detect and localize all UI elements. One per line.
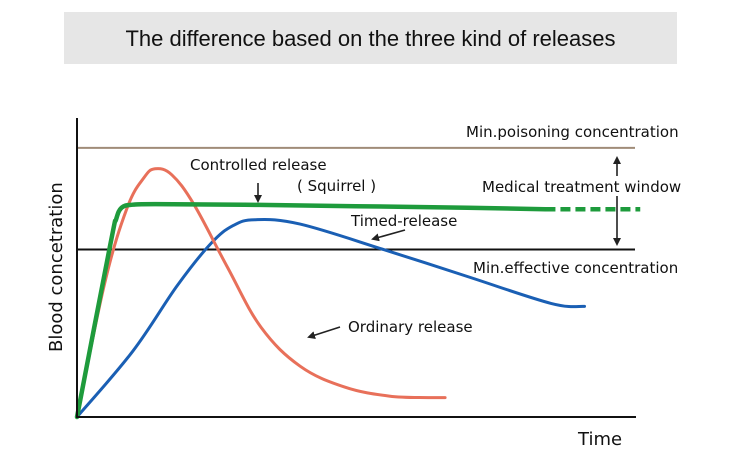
controlled-release-label: Controlled release	[190, 156, 327, 174]
timed-arrow-icon	[371, 229, 406, 242]
timed-release-curve	[75, 218, 586, 419]
y-axis-label: Blood concetration	[46, 182, 67, 352]
ordinary-release-curve	[75, 167, 447, 419]
ordinary-release-label: Ordinary release	[348, 318, 473, 336]
timed-release-label: Timed-release	[350, 212, 457, 230]
controlled-release-curve	[74, 201, 548, 420]
chart-title: The difference based on the three kind o…	[125, 26, 616, 51]
window-label: Medical treatment window	[482, 178, 681, 196]
controlled-release-sublabel: ( Squirrel )	[297, 177, 376, 195]
effective-label: Min.effective concentration	[473, 259, 678, 277]
ordinary-arrow-icon	[307, 326, 341, 339]
x-axis-label: Time	[577, 429, 622, 450]
title-banner: The difference based on the three kind o…	[64, 12, 677, 64]
poisoning-label: Min.poisoning concentration	[466, 123, 679, 141]
